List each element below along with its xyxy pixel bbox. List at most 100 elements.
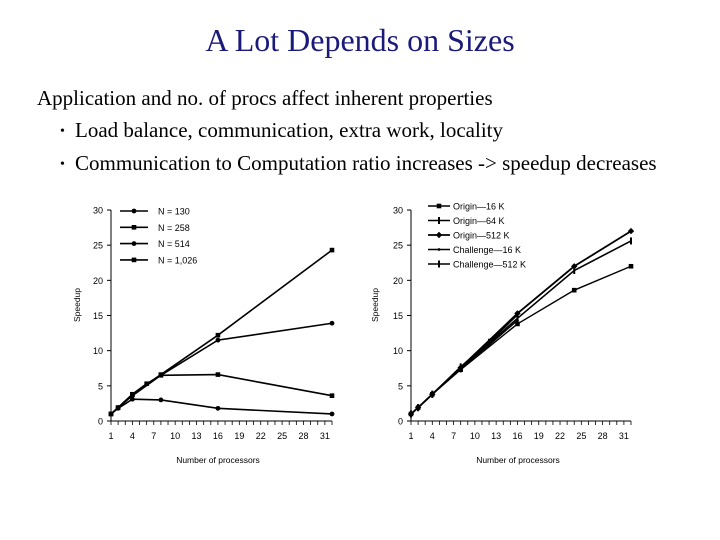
series-line	[110, 398, 333, 415]
x-tick-label: 4	[430, 431, 435, 441]
legend-marker	[131, 241, 137, 247]
series-line	[410, 314, 519, 415]
data-point	[108, 411, 114, 417]
y-tick-label: 30	[393, 206, 403, 216]
bullet-text-1: Load balance, communication, extra work,…	[75, 118, 504, 142]
x-axis-label: Number of processors	[176, 455, 260, 465]
y-axis-label: Speedup	[370, 288, 380, 322]
series-3	[108, 320, 335, 417]
y-tick-label: 20	[393, 276, 403, 286]
legend-label: Challenge—16 K	[453, 245, 521, 255]
series-1	[408, 263, 634, 417]
legend-marker	[131, 257, 137, 263]
bullet-dot-icon: •	[60, 124, 65, 139]
legend-label: N = 1,026	[158, 255, 197, 265]
bullet-dot-icon: •	[60, 157, 65, 172]
legend-label: Origin—16 K	[453, 202, 505, 212]
x-tick-label: 25	[277, 431, 287, 441]
data-point	[329, 393, 335, 398]
chart-legend: Origin—16 K Origin—64 K Origin—512 K Challe…	[428, 202, 526, 270]
bullet-item-1: • Load balance, communication, extra work…	[60, 118, 503, 143]
data-point	[129, 396, 135, 402]
data-point	[488, 338, 491, 346]
x-tick-label: 10	[470, 431, 480, 441]
legend-label: Challenge—512 K	[453, 260, 526, 270]
data-point	[571, 287, 577, 293]
data-point	[417, 404, 420, 412]
intro-text: Application and no. of procs affect inhe…	[37, 86, 493, 110]
x-tick-label: 1	[108, 431, 113, 441]
data-point	[215, 372, 221, 377]
data-point	[215, 332, 221, 338]
legend-label: N = 514	[158, 239, 190, 249]
y-tick-label: 30	[93, 206, 103, 216]
data-point	[115, 405, 121, 410]
x-tick-label: 13	[491, 431, 501, 441]
data-point	[630, 237, 632, 245]
data-point	[431, 390, 434, 398]
data-point	[158, 372, 164, 377]
series-4	[108, 247, 335, 417]
x-tick-label: 22	[555, 431, 565, 441]
x-tick-label: 16	[512, 431, 522, 441]
y-tick-label: 10	[93, 346, 103, 356]
chart-legend: N = 130 N = 258 N = 514 N = 1,026	[120, 207, 197, 265]
legend-marker	[131, 225, 137, 230]
data-point	[215, 405, 221, 411]
data-point	[573, 266, 576, 274]
data-point	[215, 337, 221, 343]
legend-item: Origin—64 K	[428, 216, 505, 226]
x-tick-label: 28	[598, 431, 608, 441]
y-tick-label: 0	[98, 417, 103, 427]
legend-item: Origin—512 K	[428, 231, 510, 241]
x-tick-label: 10	[170, 431, 180, 441]
data-point	[329, 320, 335, 326]
legend-item: N = 130	[120, 207, 190, 217]
legend-label: Origin—64 K	[453, 216, 505, 226]
legend-item: Origin—16 K	[428, 202, 505, 212]
data-point	[516, 314, 519, 322]
legend-marker	[435, 231, 443, 239]
data-point	[158, 397, 164, 403]
legend-marker	[438, 260, 440, 268]
y-tick-label: 0	[398, 417, 403, 427]
series-line	[410, 265, 632, 415]
data-point	[628, 263, 634, 269]
bullet-text-2: Communication to Computation ratio incre…	[75, 151, 657, 175]
speedup-chart-2: 0 5 10 15 20 25 30 1 4 7 10 13 16 19 22 25 28 31 Number of…	[370, 202, 635, 465]
data-point	[516, 311, 519, 319]
slide-title: A Lot Depends on Sizes	[205, 22, 515, 58]
legend-item: N = 514	[120, 239, 190, 249]
data-point	[459, 363, 462, 371]
bullet-item-2: • Communication to Computation ratio incr…	[60, 151, 657, 176]
x-tick-label: 22	[256, 431, 266, 441]
x-tick-label: 1	[408, 431, 413, 441]
y-tick-label: 25	[93, 241, 103, 251]
x-tick-label: 7	[451, 431, 456, 441]
x-tick-label: 31	[320, 431, 330, 441]
y-axis-label: Speedup	[72, 288, 82, 322]
x-tick-label: 19	[534, 431, 544, 441]
legend-marker	[436, 203, 442, 209]
x-tick-label: 28	[298, 431, 308, 441]
y-tick-label: 20	[93, 276, 103, 286]
legend-marker	[438, 217, 440, 224]
x-tick-label: 31	[619, 431, 629, 441]
x-tick-label: 13	[192, 431, 202, 441]
data-point	[571, 263, 578, 270]
legend-marker	[131, 208, 137, 214]
y-tick-label: 5	[98, 381, 103, 391]
legend-label: Origin—512 K	[453, 231, 510, 241]
x-tick-label: 19	[234, 431, 244, 441]
data-point	[410, 410, 412, 418]
series-2	[108, 372, 335, 417]
series-1	[108, 396, 335, 417]
data-point	[329, 411, 335, 417]
x-axis-label: Number of processors	[476, 455, 560, 465]
legend-marker	[437, 248, 441, 251]
series-line	[110, 322, 333, 415]
data-point	[627, 227, 635, 235]
legend-label: N = 258	[158, 223, 190, 233]
x-tick-label: 7	[151, 431, 156, 441]
legend-item: N = 258	[120, 223, 190, 233]
